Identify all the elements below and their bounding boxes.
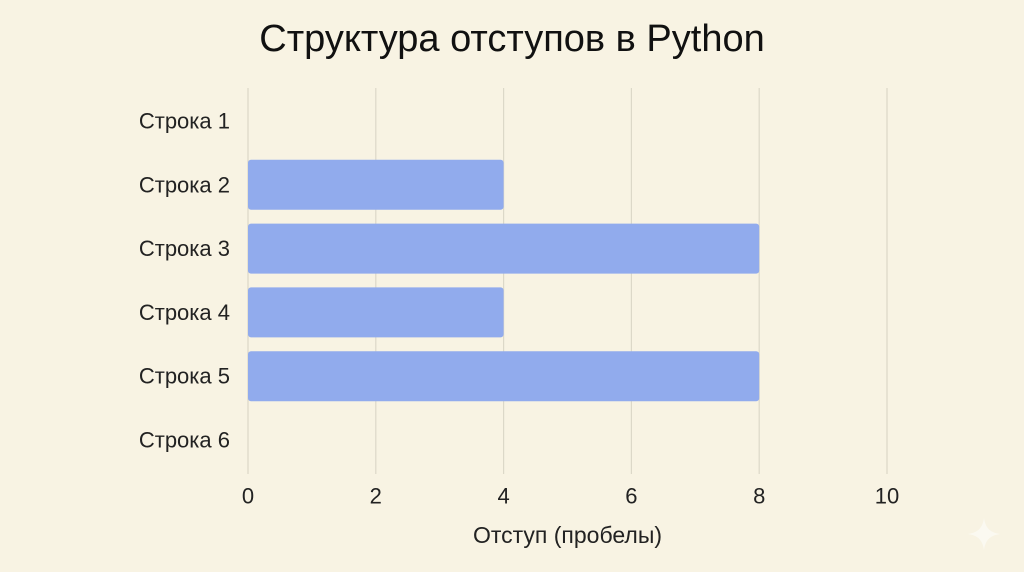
chart-title: Структура отступов в Python [259,18,765,60]
x-tick-label: 10 [875,484,899,509]
sparkle-icon [968,518,1000,550]
x-tick-label: 8 [753,484,765,509]
x-axis-label: Отступ (пробелы) [472,522,663,548]
x-tick-label: 2 [370,484,382,509]
y-tick-label: Строка 4 [139,300,230,325]
y-tick-label: Строка 6 [139,428,230,453]
y-tick-label: Строка 5 [139,364,230,389]
x-tick-label: 4 [497,484,509,509]
bar [248,351,760,402]
x-tick-label: 6 [625,484,637,509]
x-tick-label: 0 [242,484,254,509]
y-tick-label: Строка 3 [139,236,230,261]
bar [248,223,760,274]
y-tick-label: Строка 2 [139,172,230,197]
y-tick-label: Строка 1 [139,109,230,134]
bar [248,159,504,210]
bar [248,287,504,338]
